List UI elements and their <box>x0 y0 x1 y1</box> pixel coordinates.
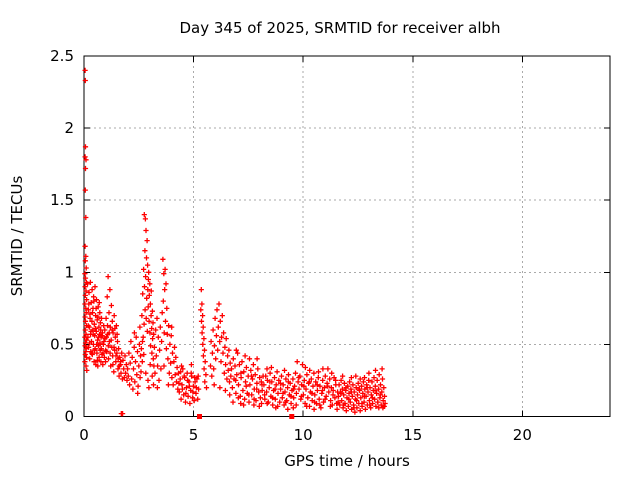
scatter-plus-markers <box>82 67 388 417</box>
x-tick-label: 5 <box>189 426 199 444</box>
zero-square-marker <box>289 414 295 419</box>
x-tick-label: 10 <box>294 426 313 444</box>
y-tick-label: 1.5 <box>50 191 74 209</box>
zero-square-marker <box>197 414 203 419</box>
x-tick-label: 0 <box>79 426 89 444</box>
y-axis-label: SRMTID / TECUs <box>8 176 26 297</box>
x-tick-label: 15 <box>403 426 422 444</box>
y-tick-label: 0.5 <box>50 335 74 353</box>
y-tick-label: 0 <box>64 408 74 426</box>
zero-markers <box>197 414 295 419</box>
axis-ticks <box>83 55 610 417</box>
y-tick-label: 2.5 <box>50 47 74 65</box>
y-tick-label: 1 <box>64 263 74 281</box>
grid-lines <box>84 56 610 417</box>
y-tick-label: 2 <box>64 119 74 137</box>
x-tick-label: 20 <box>513 426 532 444</box>
plot-border <box>83 55 611 417</box>
chart-title: Day 345 of 2025, SRMTID for receiver alb… <box>179 19 500 37</box>
data-points <box>82 67 388 417</box>
x-axis-label: GPS time / hours <box>284 452 410 470</box>
axis-labels: 0 5 10 15 20 0 0.5 1 1.5 2 2.5 <box>50 47 532 444</box>
